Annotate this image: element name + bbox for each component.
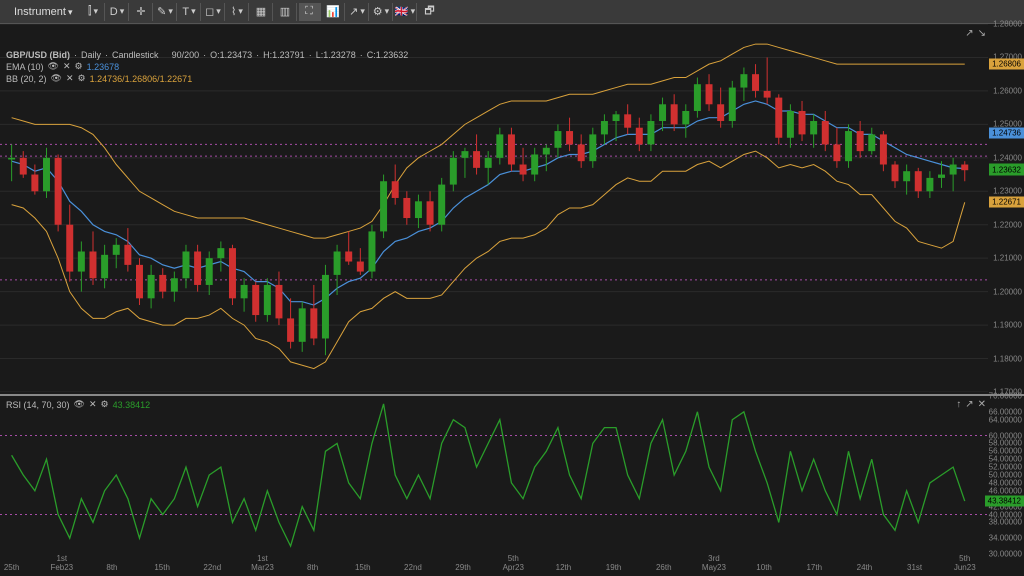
- rsi-y-axis: 30.0000034.0000038.0000040.0000042.00000…: [988, 396, 1024, 574]
- close-icon[interactable]: ✕: [89, 399, 97, 410]
- gear-icon[interactable]: ⚙: [78, 73, 86, 84]
- candle-type-icon[interactable]: ⫿▾: [83, 3, 105, 21]
- text-icon[interactable]: T▾: [179, 3, 201, 21]
- share-icon[interactable]: ↗▾: [347, 3, 369, 21]
- indicators-icon[interactable]: 📊: [323, 3, 345, 21]
- eye-icon[interactable]: 👁: [48, 61, 59, 72]
- time-x-axis: 25th1stFeb238th15th22nd1stMar238th15th22…: [0, 552, 988, 574]
- eye-icon[interactable]: 👁: [74, 399, 85, 410]
- rsi-legend[interactable]: RSI (14, 70, 30) 👁 ✕ ⚙ 43.38412: [6, 399, 150, 411]
- toolbar: Instrument▾ ⫿▾ D▾ ✛ ✎▾ T▾ ◻▾ ⌇▾ ▦ ▥ ⛶ 📊 …: [0, 0, 1024, 24]
- gear-icon[interactable]: ⚙: [75, 61, 83, 72]
- rsi-svg: [0, 396, 988, 554]
- draw-line-icon[interactable]: ✎▾: [155, 3, 177, 21]
- patterns-icon[interactable]: ⌇▾: [227, 3, 249, 21]
- crosshair-icon[interactable]: ✛: [131, 3, 153, 21]
- popout-icon[interactable]: 🗗: [419, 3, 441, 21]
- bb-legend[interactable]: BB (20, 2) 👁 ✕ ⚙ 1.24736/1.26806/1.22671: [6, 73, 408, 84]
- main-price-chart[interactable]: GBP/USD (Bid) · Daily · Candlestick 90/2…: [0, 24, 1024, 392]
- layout-icon[interactable]: ▥: [275, 3, 297, 21]
- settings-icon[interactable]: ⚙▾: [371, 3, 393, 21]
- chart-header-info: GBP/USD (Bid) · Daily · Candlestick 90/2…: [6, 50, 408, 85]
- rsi-chart[interactable]: RSI (14, 70, 30) 👁 ✕ ⚙ 43.38412 ↑ ↗ ✕ 30…: [0, 394, 1024, 574]
- shapes-icon[interactable]: ◻▾: [203, 3, 225, 21]
- grid-icon[interactable]: ▦: [251, 3, 273, 21]
- flag-icon[interactable]: 🇬🇧▾: [395, 3, 417, 21]
- close-icon[interactable]: ✕: [63, 61, 71, 72]
- timeframe-button[interactable]: D▾: [107, 3, 129, 21]
- close-icon[interactable]: ✕: [66, 73, 74, 84]
- gear-icon[interactable]: ⚙: [101, 399, 109, 410]
- eye-icon[interactable]: 👁: [51, 73, 62, 84]
- ema-legend[interactable]: EMA (10) 👁 ✕ ⚙ 1.23678: [6, 61, 408, 72]
- price-y-axis: 1.170001.180001.190001.200001.210001.220…: [988, 24, 1024, 392]
- instrument-dropdown[interactable]: Instrument▾: [6, 6, 81, 18]
- fullscreen-icon[interactable]: ⛶: [299, 3, 321, 21]
